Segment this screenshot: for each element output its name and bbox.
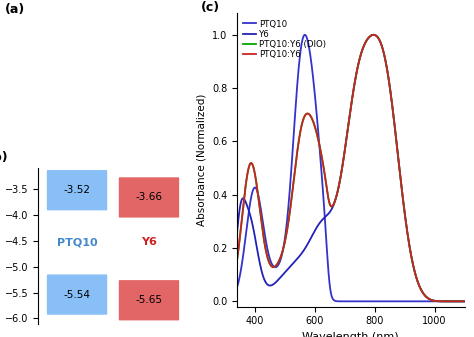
Line: PTQ10:Y6 (DIO): PTQ10:Y6 (DIO) [237,35,465,301]
Text: -3.52: -3.52 [64,185,91,195]
FancyBboxPatch shape [47,170,107,210]
PTQ10:Y6 [433,299,438,303]
Y6 [462,299,467,303]
Line: PTQ10: PTQ10 [237,35,465,301]
PTQ10:Y6 (DIO) [457,299,463,303]
Text: (c): (c) [201,1,220,13]
PTQ10:Y6 (DIO) [234,258,240,263]
Legend: PTQ10, Y6, PTQ10:Y6 (DIO), PTQ10:Y6: PTQ10, Y6, PTQ10:Y6 (DIO), PTQ10:Y6 [241,18,328,61]
Y6 [260,274,266,278]
PTQ10:Y6 (DIO) [433,299,438,303]
PTQ10:Y6 (DIO) [321,169,327,173]
PTQ10:Y6 [331,201,337,205]
FancyBboxPatch shape [119,280,179,320]
PTQ10:Y6 [321,169,327,173]
X-axis label: Wavelength (nm): Wavelength (nm) [302,332,399,337]
Line: PTQ10:Y6: PTQ10:Y6 [237,35,465,301]
PTQ10 [462,299,467,303]
Y6 [331,202,337,206]
Text: -5.54: -5.54 [64,289,91,300]
PTQ10:Y6 (DIO) [371,33,376,37]
Text: Y6: Y6 [141,237,157,247]
PTQ10:Y6 [273,263,279,267]
PTQ10:Y6 [234,258,240,263]
PTQ10 [331,298,337,302]
PTQ10 [273,265,279,269]
PTQ10:Y6 [457,299,463,303]
PTQ10 [457,299,463,303]
Y6 [321,216,327,220]
PTQ10:Y6 (DIO) [273,263,279,267]
Y6 [433,299,438,303]
Y-axis label: Absorbance (Normalized): Absorbance (Normalized) [196,94,206,226]
Y6 [457,299,463,303]
FancyBboxPatch shape [47,274,107,315]
PTQ10 [433,299,438,303]
Y6 [371,33,376,37]
Text: PTQ10: PTQ10 [57,237,97,247]
PTQ10 [302,33,308,37]
PTQ10 [260,220,266,224]
Y6 [234,231,240,235]
PTQ10:Y6 [371,33,376,37]
Line: Y6: Y6 [237,35,465,301]
PTQ10:Y6 [462,299,467,303]
Text: -5.65: -5.65 [136,295,163,305]
Text: (b): (b) [0,151,9,164]
PTQ10:Y6 (DIO) [462,299,467,303]
PTQ10:Y6 (DIO) [331,201,337,205]
Text: (a): (a) [5,3,25,17]
PTQ10:Y6 (DIO) [260,231,266,235]
PTQ10 [234,285,240,289]
Text: -3.66: -3.66 [136,192,163,203]
Y6 [273,280,279,284]
PTQ10 [321,208,327,212]
PTQ10:Y6 [260,231,266,235]
FancyBboxPatch shape [119,177,179,218]
